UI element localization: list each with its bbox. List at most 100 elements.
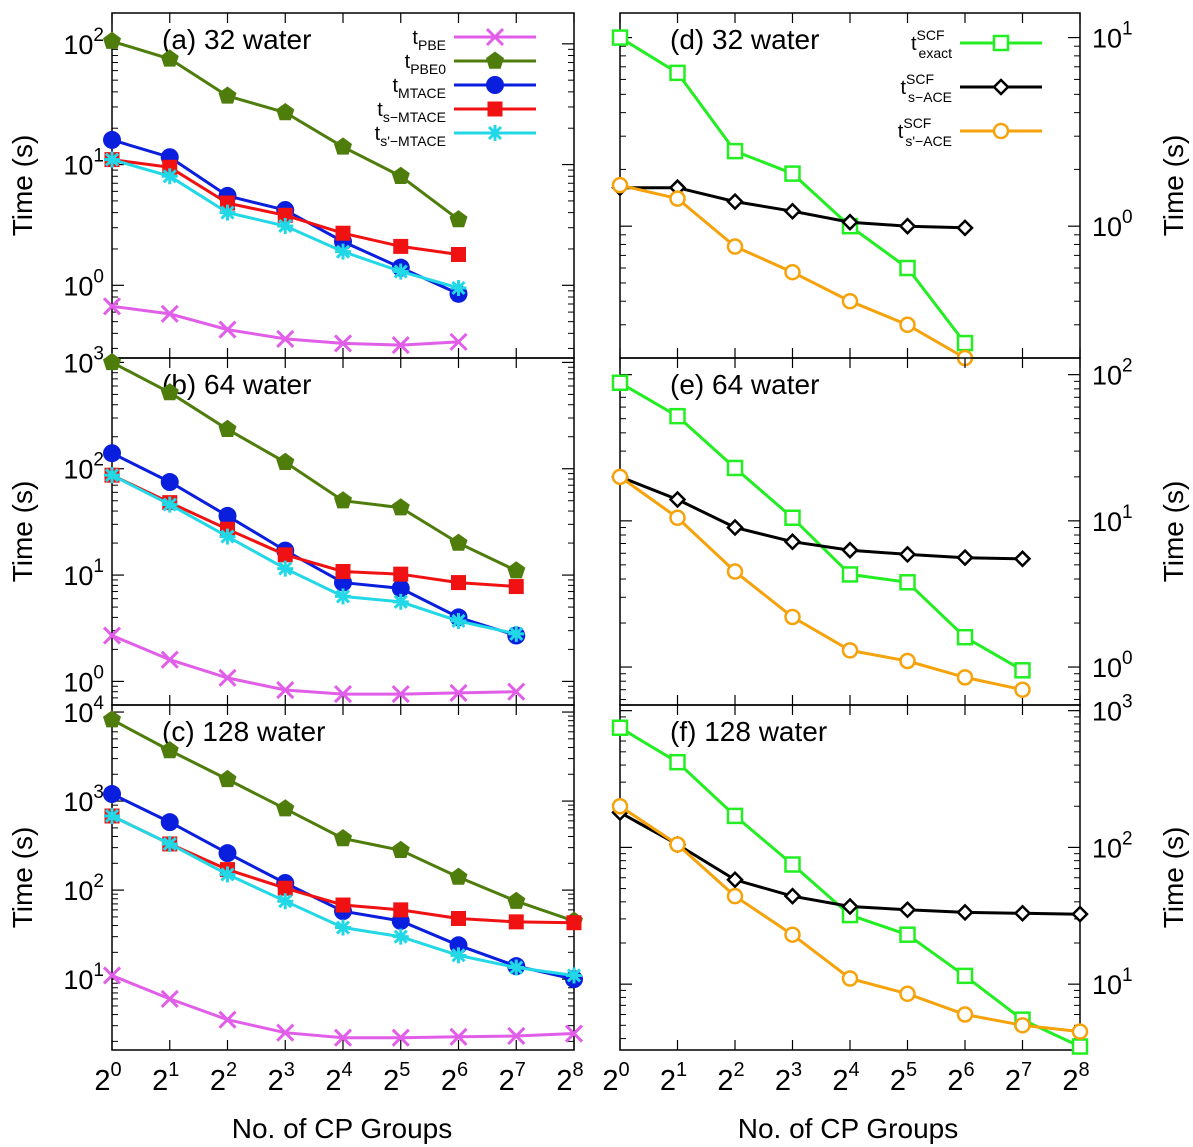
panel-f-ylabel: Time (s) xyxy=(1158,827,1189,929)
xtick-label: 28 xyxy=(556,1059,583,1097)
data-point xyxy=(392,928,409,945)
data-point xyxy=(669,509,686,527)
panel-f-ytick-label: 103 xyxy=(1092,692,1133,727)
legend-label: tSCF s'−ACE xyxy=(898,115,952,149)
panel-a: 100 101 102 Time (s) (a) 32 water tPBEtPBE0tM… xyxy=(7,12,575,359)
data-point xyxy=(276,799,295,817)
series-line xyxy=(111,634,517,696)
legend-item: ts−MTACE xyxy=(377,99,536,125)
series-line xyxy=(619,381,1024,672)
data-point xyxy=(841,292,859,310)
panel-c-title: (c) 128 water xyxy=(162,716,325,747)
data-point xyxy=(391,498,410,516)
legend-item: ts'−MTACE xyxy=(375,123,536,149)
data-point xyxy=(564,1024,584,1043)
series-d-t-exact-SCF xyxy=(611,29,974,352)
data-point xyxy=(611,719,629,736)
series-line xyxy=(111,361,517,573)
legend-marker xyxy=(485,27,505,47)
data-point xyxy=(449,683,468,702)
data-point xyxy=(451,575,466,591)
legend-item: tSCF s'−ACE xyxy=(898,115,1042,149)
data-point xyxy=(841,970,859,987)
xtick-label: 27 xyxy=(1005,1059,1032,1097)
data-point xyxy=(1014,662,1031,679)
data-point xyxy=(898,900,917,919)
panel-e-ylabel: Time (s) xyxy=(1158,481,1189,583)
legend-item: tPBE0 xyxy=(405,51,536,77)
panel-b-title: (b) 64 water xyxy=(162,369,311,400)
data-point xyxy=(1014,681,1031,698)
data-point xyxy=(1071,1038,1089,1055)
data-point xyxy=(841,642,859,659)
data-point xyxy=(218,769,237,788)
xtick-label: 22 xyxy=(717,1059,744,1097)
series-c-t-PBE xyxy=(102,966,584,1047)
data-point xyxy=(218,668,237,687)
data-point xyxy=(160,813,179,832)
legend-marker xyxy=(992,34,1010,52)
data-point xyxy=(956,628,974,646)
panel-d-ylabel: Time (s) xyxy=(1158,135,1189,237)
data-point xyxy=(334,137,352,155)
data-point xyxy=(333,334,353,353)
data-point xyxy=(391,166,410,184)
xtick-label: 27 xyxy=(499,1059,526,1097)
legend-label: tSCF s−ACE xyxy=(900,71,952,105)
data-point xyxy=(277,547,293,563)
legend-item: tSCF exact xyxy=(911,27,1042,61)
panel-f: 101 102 103 Time (s) (f) 128 water xyxy=(611,692,1189,1055)
data-point xyxy=(161,496,178,513)
series-e-t-exact-SCF xyxy=(611,374,1031,679)
panel-a-ylabel: Time (s) xyxy=(7,135,38,237)
data-point xyxy=(103,444,121,463)
data-point xyxy=(450,279,467,296)
legend-item: tMTACE xyxy=(392,75,536,101)
data-point xyxy=(507,682,526,701)
data-point xyxy=(783,532,802,551)
data-point xyxy=(783,887,802,905)
legend-item: tPBE xyxy=(412,27,536,53)
legend-label: tPBE0 xyxy=(405,51,447,77)
panel-f-minor-ticks xyxy=(620,716,1080,1040)
data-point xyxy=(449,332,468,351)
series-a-t-PBE xyxy=(102,297,468,355)
legend-marker xyxy=(992,122,1010,140)
data-point xyxy=(611,797,629,815)
data-point xyxy=(726,238,744,255)
data-point xyxy=(566,915,582,931)
data-point xyxy=(507,561,526,579)
data-point xyxy=(841,213,859,231)
panel-e-ytick-label: 102 xyxy=(1092,356,1133,391)
panel-d-minor-ticks xyxy=(620,45,1080,326)
data-point xyxy=(277,893,294,910)
legend-marker xyxy=(487,125,503,141)
data-point xyxy=(104,467,120,484)
series-c-t-PBE0 xyxy=(103,710,583,929)
data-point xyxy=(160,304,179,323)
data-point xyxy=(784,856,801,873)
data-point xyxy=(218,320,237,339)
data-point xyxy=(160,383,179,401)
legend-marker xyxy=(487,101,503,117)
panel-d-ytick-label: 101 xyxy=(1092,19,1133,54)
data-point xyxy=(726,142,744,160)
panel-f-ytick-label: 101 xyxy=(1092,965,1133,1000)
data-point xyxy=(277,207,293,223)
x-axis-title-right: No. of CP Groups xyxy=(738,1113,958,1144)
panel-d-legend: tSCF exact tSCF s−ACE tSCF s'−ACE xyxy=(898,27,1042,149)
data-point xyxy=(104,151,120,168)
data-point xyxy=(333,685,353,704)
data-point xyxy=(335,588,351,605)
series-a-t-PBE0 xyxy=(103,31,468,228)
data-point xyxy=(160,650,179,669)
data-point xyxy=(841,566,859,583)
series-line xyxy=(111,473,517,636)
data-point xyxy=(726,563,744,580)
xtick-label: 26 xyxy=(947,1059,974,1097)
series-line xyxy=(619,475,1023,692)
data-point xyxy=(104,807,120,824)
series-b-t-s-prime-MTACE xyxy=(104,467,525,642)
